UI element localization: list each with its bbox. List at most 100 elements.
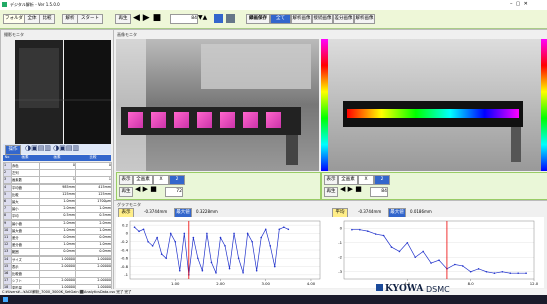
data-point (256, 270, 258, 272)
data-point (269, 245, 271, 247)
data-point (197, 257, 199, 259)
app-icon (2, 2, 7, 7)
mode-select[interactable]: 全画素 (133, 175, 153, 185)
table-header: No (3, 155, 11, 161)
start-icon[interactable] (3, 297, 8, 302)
analysis-image (116, 39, 319, 171)
folder-button[interactable]: フォルダ (3, 14, 25, 24)
data-point (391, 246, 393, 248)
data-point (407, 242, 409, 244)
data-point (238, 257, 240, 259)
min-value: -0.3744mm (358, 209, 381, 214)
save-label: 録画保存 (246, 14, 270, 24)
table-icons[interactable]: ◑▣▤▥ ◑▣▤▥ (25, 144, 79, 152)
max-value: 0.3228mm (196, 209, 218, 214)
save-icon[interactable] (214, 14, 223, 23)
tab-button[interactable]: 全て (270, 14, 291, 24)
data-point (165, 257, 167, 259)
data-point (152, 245, 154, 247)
data-point (260, 237, 262, 239)
app: デジタル解析 - Ver 1.5.0.0 – ▢ ✕ フォルダ 全体 比較 解析… (0, 0, 547, 304)
right-controls: 表示 全画素 X 2 再生 ◀ ▶ ■ 84 (321, 172, 547, 200)
y-tick-label: -0.4 (121, 247, 129, 252)
compare-button[interactable]: 比較 (39, 14, 55, 24)
data-line (135, 227, 289, 275)
data-point (375, 233, 377, 235)
mode-select[interactable]: 全画素 (338, 175, 358, 185)
analyze-button[interactable]: 解析 (62, 14, 78, 24)
data-point (220, 237, 222, 239)
x-tick-label: 2.00 (216, 281, 225, 286)
data-point (206, 233, 208, 235)
data-point (502, 271, 504, 273)
axis-select[interactable]: X (358, 175, 374, 185)
tab-button[interactable]: 解析画像 (354, 14, 375, 24)
x-tick-label: 8.0 (468, 281, 475, 286)
data-point (202, 270, 204, 272)
image-panel: 画像モニタ 表示 全画素 X 2 再生 ◀ ▶ ■ 72 表示 全画素 X 2 … (113, 29, 547, 201)
x-tick-label: 4.00 (307, 281, 316, 286)
min-value: -0.3744mm (144, 209, 167, 214)
frame-input[interactable]: 84 (170, 14, 198, 24)
playback-controls[interactable]: ◀ ▶ ■ (340, 185, 362, 193)
table-toolbar: 操作 ◑▣▤▥ ◑▣▤▥ (3, 144, 111, 154)
all-button[interactable]: 全体 (24, 14, 40, 24)
y-tick-label: 0.2 (122, 222, 129, 227)
middle-controls: 表示 全画素 X 2 再生 ◀ ▶ ■ 72 (116, 172, 321, 200)
num-select[interactable]: 2 (374, 175, 390, 185)
tab-button[interactable]: 接続画像 (312, 14, 333, 24)
play-label: 再生 (115, 14, 131, 24)
table-header: 画素 (39, 155, 75, 161)
playback-controls[interactable]: ◀ ▶ ■ (133, 13, 161, 23)
axis-select[interactable]: X (153, 175, 169, 185)
data-point (367, 230, 369, 232)
start-button[interactable]: スタート (77, 14, 103, 24)
data-point (283, 226, 285, 228)
data-point (486, 271, 488, 273)
graph: 0-1-2-34.08.012.0 (330, 217, 544, 288)
data-point (414, 256, 416, 258)
y-tick-label: -0.2 (121, 239, 129, 244)
data-point (288, 228, 290, 230)
data-point (422, 251, 424, 253)
data-point (242, 272, 244, 274)
data-point (143, 228, 145, 230)
playback-controls[interactable]: ◀ ▶ ■ (135, 185, 157, 193)
y-tick-label: -0.6 (121, 256, 129, 261)
table-header: 比較 (75, 155, 111, 161)
data-point (351, 229, 353, 231)
data-line (352, 230, 526, 274)
y-tick-label: -1 (338, 240, 342, 245)
data-point (156, 237, 158, 239)
num-select[interactable]: 2 (169, 175, 185, 185)
data-point (494, 272, 496, 274)
tab-button[interactable]: 差分画像 (333, 14, 354, 24)
play-label: 再生 (324, 187, 338, 197)
frame-spin[interactable]: ▼▲ (198, 14, 207, 21)
data-point (462, 265, 464, 267)
y-tick-label: -0.8 (121, 264, 129, 269)
op-button[interactable]: 操作 (5, 145, 21, 155)
panel-label: 画像モニタ (117, 32, 137, 38)
window-title: デジタル解析 - Ver 1.5.0.0 (10, 2, 60, 8)
frame-input[interactable]: 72 (165, 187, 183, 197)
image-icon[interactable] (226, 14, 235, 23)
data-point (147, 241, 149, 243)
table-header: 画素 (11, 155, 39, 161)
data-point (215, 272, 217, 274)
window-controls[interactable]: – ▢ ✕ (510, 1, 528, 7)
max-value: 0.0186mm (410, 209, 432, 214)
data-point (183, 233, 185, 235)
data-point (525, 272, 527, 274)
data-point (470, 271, 472, 273)
data-point (383, 235, 385, 237)
tab-button[interactable]: 解析画像 (291, 14, 312, 24)
data-point (229, 268, 231, 270)
logo-text: KYOWA (385, 284, 423, 294)
show-label: 表示 (119, 175, 133, 185)
data-point (430, 262, 432, 264)
frame-input[interactable]: 84 (370, 187, 388, 197)
